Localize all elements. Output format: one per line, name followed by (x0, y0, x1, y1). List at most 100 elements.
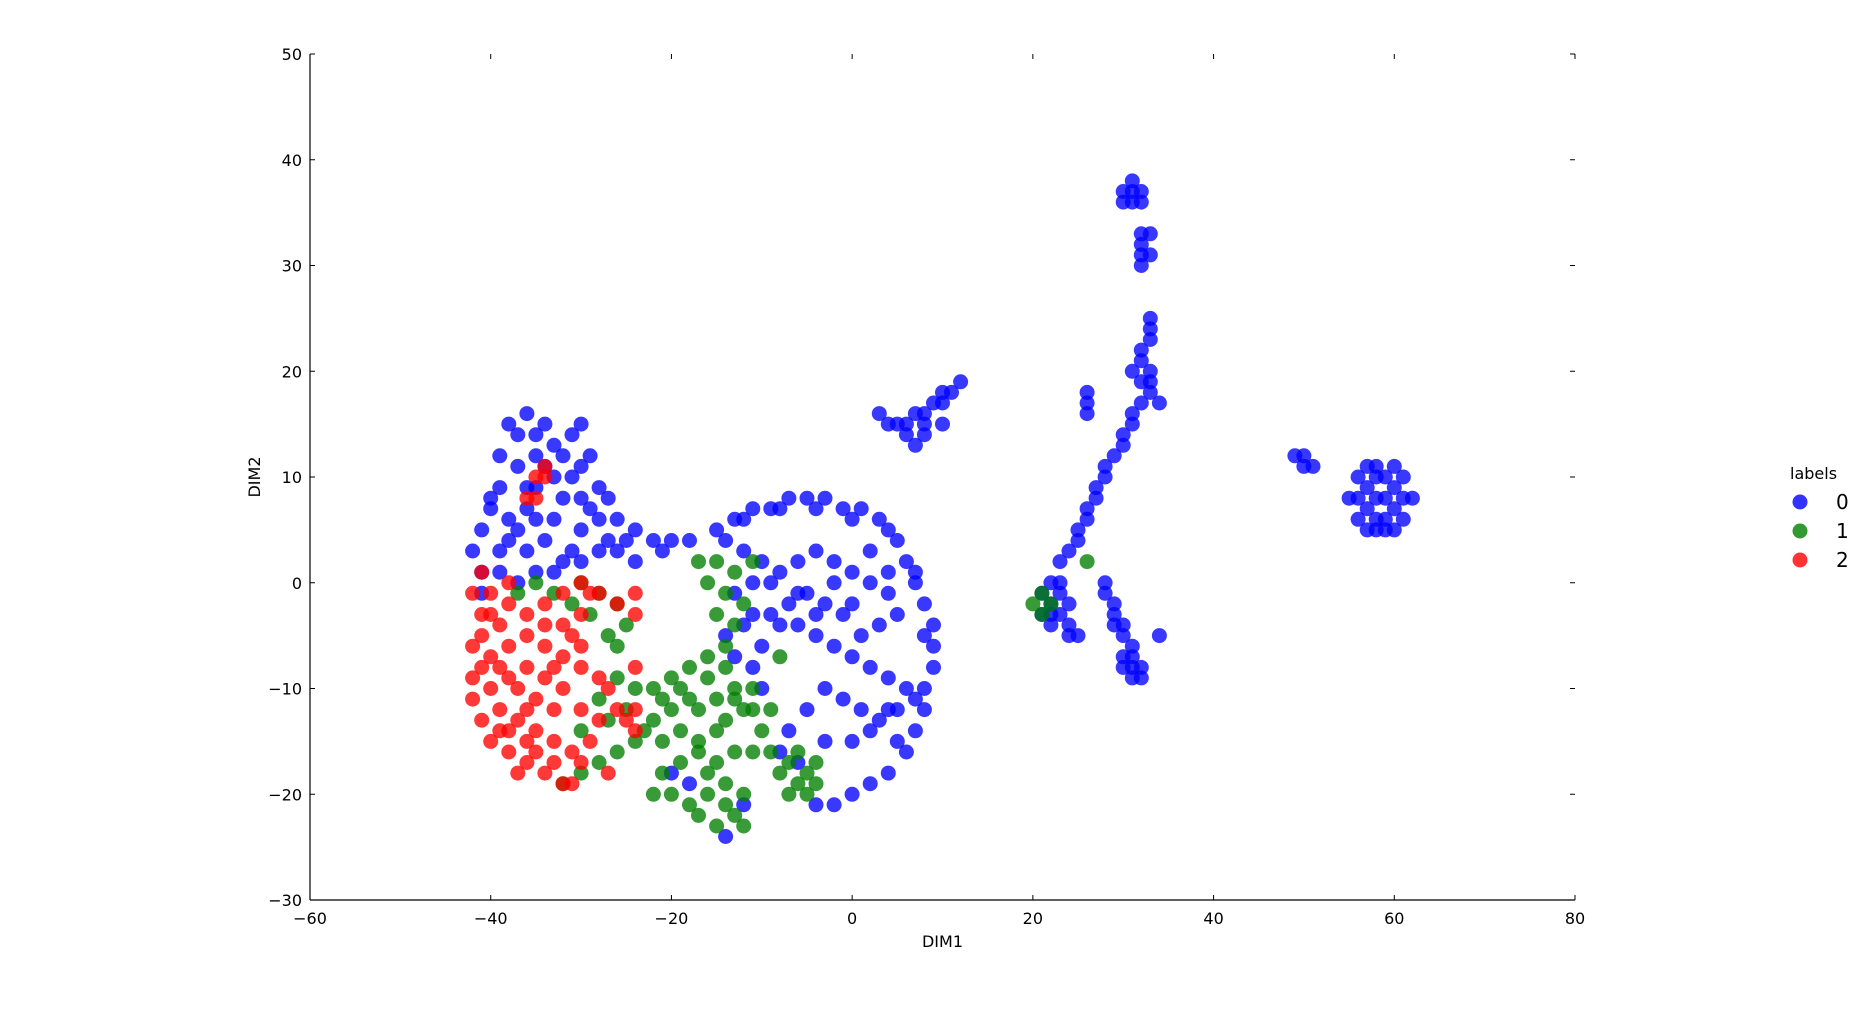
data-point-label-1 (564, 596, 580, 612)
data-point-label-0 (889, 733, 905, 749)
data-point-label-2 (609, 702, 625, 718)
data-point-label-0 (1088, 480, 1104, 496)
data-point-label-1 (763, 744, 779, 760)
data-point-label-0 (1052, 607, 1068, 622)
data-point-label-1 (663, 786, 679, 802)
data-point-label-0 (501, 511, 517, 527)
data-point-label-2 (483, 649, 499, 665)
data-point-label-1 (645, 786, 661, 802)
data-point-label-2 (510, 765, 526, 781)
data-point-label-2 (564, 744, 580, 760)
data-point-label-1 (700, 765, 716, 781)
data-point-label-1 (745, 702, 761, 718)
data-point-label-2 (555, 617, 571, 633)
data-point-label-0 (1133, 395, 1149, 411)
data-point-label-0 (1386, 522, 1402, 538)
data-point-label-0 (537, 416, 553, 432)
data-point-label-2 (627, 723, 643, 739)
data-point-label-2 (564, 628, 580, 644)
data-point-label-0 (808, 501, 824, 517)
data-point-label-0 (591, 480, 607, 496)
x-tick-label: −40 (474, 909, 508, 928)
data-point-label-2 (537, 765, 553, 781)
data-point-label-0 (926, 617, 941, 633)
data-point-label-0 (862, 543, 878, 559)
legend-marker-0 (1792, 494, 1808, 510)
data-point-label-0 (573, 458, 589, 474)
data-point-label-0 (1115, 194, 1131, 210)
data-point-label-2 (519, 659, 535, 675)
data-point-label-0 (582, 501, 598, 517)
data-point-label-0 (492, 543, 508, 559)
data-point-label-2 (474, 659, 490, 675)
data-point-label-0 (1124, 416, 1140, 432)
y-tick-label: 40 (282, 151, 302, 170)
data-point-label-1 (745, 744, 761, 760)
data-point-label-2 (528, 691, 544, 707)
data-point-label-0 (790, 585, 806, 601)
data-point-label-1 (700, 786, 716, 802)
data-point-label-0 (781, 596, 797, 612)
data-point-label-2 (555, 649, 571, 665)
data-point-label-0 (817, 681, 833, 696)
data-point-label-0 (1386, 458, 1402, 474)
data-point-label-2 (519, 733, 535, 749)
data-point-label-2 (528, 490, 544, 506)
data-point-label-0 (1133, 184, 1149, 199)
data-point-label-0 (1359, 522, 1375, 538)
data-point-label-1 (609, 670, 625, 686)
data-point-label-0 (853, 501, 869, 517)
data-point-label-2 (519, 628, 535, 644)
data-point-label-1 (718, 585, 734, 601)
legend-label-1: 1 (1836, 519, 1849, 543)
data-point-label-1 (718, 659, 734, 675)
data-point-label-2 (537, 638, 553, 654)
data-point-label-2 (573, 638, 589, 654)
data-point-label-2 (546, 755, 562, 770)
data-point-label-2 (555, 681, 571, 696)
data-point-label-1 (573, 765, 589, 781)
data-point-label-0 (745, 607, 761, 622)
y-tick-label: −20 (268, 785, 302, 804)
y-tick-label: 0 (292, 574, 302, 593)
data-point-label-0 (573, 416, 589, 432)
data-point-label-0 (1106, 607, 1122, 622)
data-point-label-0 (510, 458, 526, 474)
data-point-label-0 (880, 702, 896, 718)
data-point-label-0 (1151, 628, 1167, 644)
data-point-label-2 (609, 596, 625, 612)
x-tick-label: 60 (1384, 909, 1404, 928)
data-point-label-1 (700, 670, 716, 686)
data-point-label-2 (528, 744, 544, 760)
data-point-label-2 (501, 670, 517, 686)
data-point-label-2 (627, 585, 643, 601)
data-point-label-2 (483, 607, 499, 622)
data-point-label-0 (862, 776, 878, 792)
data-point-label-1 (736, 596, 752, 612)
data-point-label-1 (745, 681, 761, 696)
data-point-label-0 (709, 522, 725, 538)
y-ticks: −30 −20 −10 0 10 20 30 40 50 (268, 45, 1575, 910)
data-point-label-0 (555, 448, 571, 464)
data-point-label-0 (682, 533, 697, 548)
data-point-label-0 (1052, 554, 1068, 570)
data-point-label-0 (844, 564, 860, 580)
data-point-label-0 (1088, 490, 1104, 506)
data-point-label-1 (573, 723, 589, 739)
data-point-label-2 (483, 733, 499, 749)
data-point-label-0 (546, 437, 562, 453)
data-point-label-0 (871, 406, 887, 422)
data-point-label-0 (483, 490, 499, 506)
data-point-label-2 (537, 617, 553, 633)
data-point-label-0 (1142, 310, 1158, 326)
legend-marker-2 (1792, 552, 1808, 568)
data-point-label-0 (898, 416, 914, 432)
data-point-label-0 (1061, 617, 1077, 633)
data-point-label-0 (1061, 543, 1077, 559)
data-point-label-0 (907, 575, 923, 591)
data-point-label-1 (691, 733, 706, 749)
data-point-label-0 (844, 649, 860, 665)
data-point-label-0 (1079, 511, 1095, 527)
data-point-label-0 (627, 554, 643, 570)
